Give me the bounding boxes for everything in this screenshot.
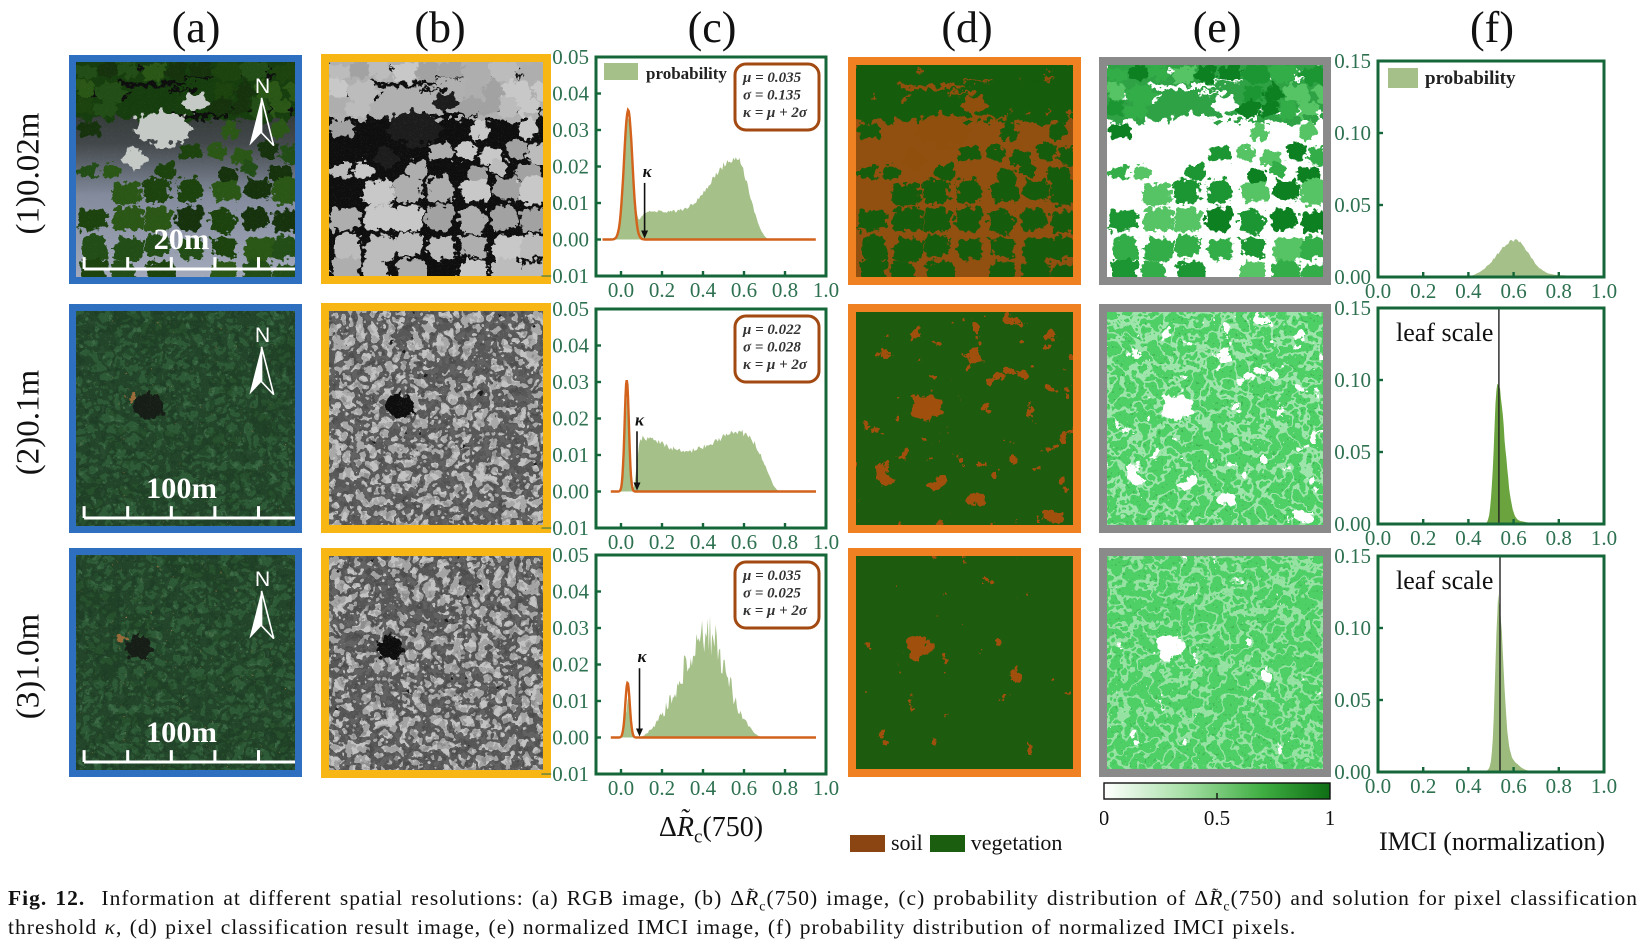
svg-text:0.8: 0.8 [772,776,798,800]
svg-text:0.8: 0.8 [1546,279,1572,303]
svg-text:0.02: 0.02 [552,407,589,431]
svg-text:0.8: 0.8 [772,278,798,302]
svg-text:σ = 0.025: σ = 0.025 [743,586,801,602]
svg-text:0.00: 0.00 [552,726,589,750]
svg-text:0.0: 0.0 [1365,526,1391,550]
svg-text:0.6: 0.6 [731,776,757,800]
svg-text:κ: κ [638,647,648,666]
svg-text:0.00: 0.00 [1334,760,1371,784]
svg-text:σ = 0.135: σ = 0.135 [743,88,801,104]
svg-text:1.0: 1.0 [813,530,839,554]
svg-text:N: N [255,75,270,98]
svg-text:0.15: 0.15 [1334,297,1371,320]
svg-text:1.0: 1.0 [1591,279,1617,303]
svg-text:0.0: 0.0 [608,530,634,554]
svg-text:0.4: 0.4 [1455,774,1482,798]
svg-text:0.05: 0.05 [552,297,589,321]
svg-text:0.6: 0.6 [731,530,757,554]
svg-text:0.8: 0.8 [772,530,798,554]
svg-text:1.0: 1.0 [1591,526,1617,550]
svg-text:0.02: 0.02 [552,155,589,179]
svg-text:0.04: 0.04 [552,580,589,604]
svg-text:0.03: 0.03 [552,370,589,394]
svg-text:−0.01: −0.01 [540,516,589,540]
svg-text:0.4: 0.4 [1455,526,1482,550]
svg-text:0.05: 0.05 [1334,193,1371,217]
svg-text:0.01: 0.01 [552,443,589,467]
svg-text:0.00: 0.00 [552,480,589,504]
svg-text:1.0: 1.0 [1591,774,1617,798]
svg-text:σ = 0.028: σ = 0.028 [743,340,801,356]
svg-text:κ: κ [643,162,653,181]
svg-text:N: N [255,568,270,591]
svg-text:0.05: 0.05 [1334,440,1371,464]
svg-text:0.05: 0.05 [1334,688,1371,712]
svg-text:N: N [255,324,270,347]
svg-text:20m: 20m [154,222,210,256]
svg-text:0.4: 0.4 [690,530,717,554]
svg-text:0.04: 0.04 [552,82,589,106]
svg-text:0.5: 0.5 [1204,806,1230,829]
svg-text:0.0: 0.0 [1365,279,1391,303]
svg-text:0.4: 0.4 [690,776,717,800]
svg-text:0.02: 0.02 [552,653,589,677]
svg-text:−0.01: −0.01 [540,762,589,786]
svg-text:probability: probability [1425,68,1516,89]
svg-text:100m: 100m [146,715,217,749]
svg-text:1.0: 1.0 [813,278,839,302]
svg-text:0.2: 0.2 [1410,526,1436,550]
svg-text:0.6: 0.6 [1500,279,1526,303]
svg-text:μ = 0.022: μ = 0.022 [742,322,802,338]
svg-text:0.15: 0.15 [1334,50,1371,73]
svg-text:κ: κ [635,410,645,429]
svg-text:0.10: 0.10 [1334,121,1371,145]
svg-text:0.6: 0.6 [1500,774,1526,798]
svg-text:0.05: 0.05 [552,45,589,69]
svg-text:100m: 100m [146,471,217,505]
svg-text:1.0: 1.0 [813,776,839,800]
svg-text:0.15: 0.15 [1334,545,1371,568]
svg-text:0.2: 0.2 [1410,774,1436,798]
svg-text:0.01: 0.01 [552,191,589,215]
svg-text:0.01: 0.01 [552,689,589,713]
svg-text:0.2: 0.2 [649,776,675,800]
svg-text:−0.01: −0.01 [540,264,589,288]
svg-text:0.0: 0.0 [1365,774,1391,798]
svg-text:0.03: 0.03 [552,616,589,640]
svg-text:0.0: 0.0 [608,278,634,302]
svg-text:μ = 0.035: μ = 0.035 [742,70,802,86]
svg-text:0.6: 0.6 [731,278,757,302]
svg-text:0.00: 0.00 [1334,512,1371,536]
svg-text:0.00: 0.00 [552,228,589,252]
svg-text:0.6: 0.6 [1500,526,1526,550]
svg-text:0.2: 0.2 [649,530,675,554]
svg-text:leaf scale: leaf scale [1396,566,1493,595]
svg-text:0.10: 0.10 [1334,616,1371,640]
svg-text:0.2: 0.2 [649,278,675,302]
svg-text:κ = μ + 2σ: κ = μ + 2σ [743,357,808,373]
svg-text:leaf scale: leaf scale [1396,318,1493,347]
svg-text:0.05: 0.05 [552,543,589,567]
svg-text:0.0: 0.0 [608,776,634,800]
svg-text:0.10: 0.10 [1334,368,1371,392]
svg-text:1: 1 [1325,806,1336,829]
svg-text:κ = μ + 2σ: κ = μ + 2σ [743,105,808,121]
svg-text:0.8: 0.8 [1546,526,1572,550]
svg-text:0.2: 0.2 [1410,279,1436,303]
svg-text:0.4: 0.4 [690,278,717,302]
svg-text:0.04: 0.04 [552,334,589,358]
svg-text:0.4: 0.4 [1455,279,1482,303]
svg-text:0.00: 0.00 [1334,265,1371,289]
svg-text:0.8: 0.8 [1546,774,1572,798]
svg-text:κ = μ + 2σ: κ = μ + 2σ [743,603,808,619]
svg-text:μ = 0.035: μ = 0.035 [742,568,802,584]
svg-text:probability: probability [646,64,727,83]
svg-text:0.03: 0.03 [552,118,589,142]
svg-text:0: 0 [1100,806,1109,829]
